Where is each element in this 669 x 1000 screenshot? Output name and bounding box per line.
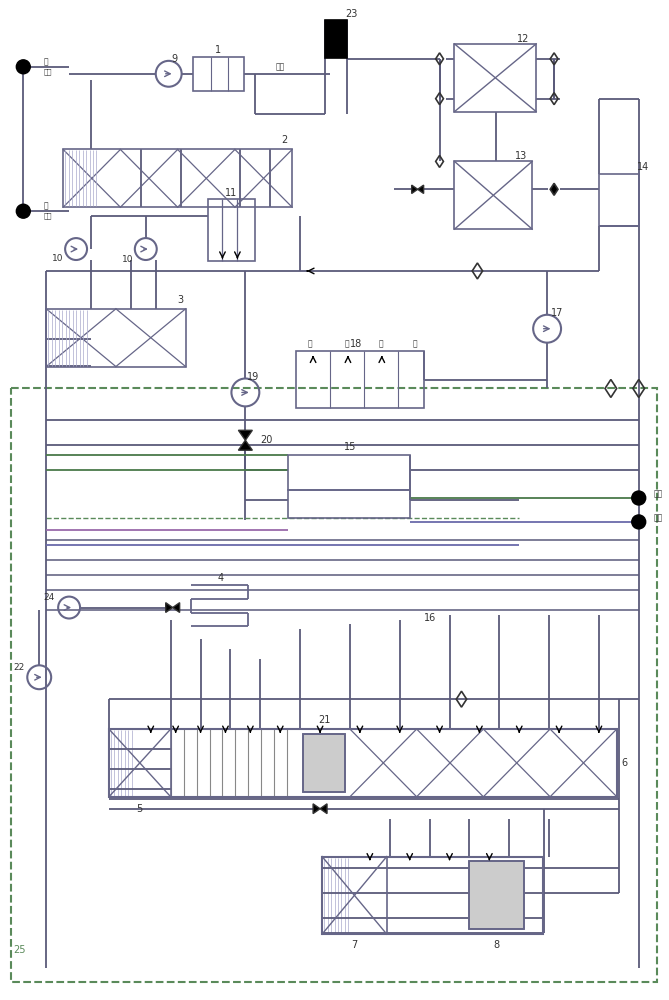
Text: 氩: 氩 <box>412 339 417 348</box>
Text: 19: 19 <box>248 372 260 382</box>
Text: 水: 水 <box>43 57 48 66</box>
Text: 11: 11 <box>225 188 237 198</box>
Bar <box>454 161 532 229</box>
Circle shape <box>632 491 646 505</box>
Circle shape <box>632 515 646 529</box>
Text: 12: 12 <box>517 34 529 44</box>
Bar <box>322 857 387 934</box>
Bar <box>109 729 617 797</box>
Bar <box>599 174 639 226</box>
Text: 22: 22 <box>13 663 24 672</box>
Text: 20: 20 <box>260 435 273 445</box>
Polygon shape <box>238 440 252 450</box>
Text: 24: 24 <box>43 593 54 602</box>
Bar <box>193 57 244 91</box>
Polygon shape <box>313 804 320 814</box>
Text: 25: 25 <box>13 945 25 955</box>
Bar <box>46 309 185 367</box>
Bar <box>303 734 345 792</box>
Text: 1: 1 <box>215 45 221 55</box>
Bar <box>288 490 409 518</box>
Bar <box>325 20 347 58</box>
Text: 9: 9 <box>172 54 178 64</box>
Text: 氧: 氧 <box>345 339 349 348</box>
Text: 13: 13 <box>515 151 527 161</box>
Bar <box>303 734 345 792</box>
Text: 4: 4 <box>217 573 223 583</box>
Text: 8: 8 <box>493 940 499 950</box>
Text: 21: 21 <box>318 715 330 725</box>
Text: 10: 10 <box>122 255 134 264</box>
Bar <box>470 861 524 929</box>
Text: 氮: 氮 <box>379 339 383 348</box>
Bar <box>322 857 543 934</box>
Bar <box>63 149 292 207</box>
Polygon shape <box>173 603 180 612</box>
Bar <box>470 861 524 929</box>
Text: 入水: 入水 <box>276 62 285 71</box>
Text: 水: 水 <box>308 339 312 348</box>
Bar <box>109 729 171 797</box>
Text: 17: 17 <box>551 308 563 318</box>
Text: 氮气: 氮气 <box>654 490 663 499</box>
Text: 冷凝: 冷凝 <box>43 68 52 75</box>
Bar <box>207 199 256 261</box>
Text: 氧气: 氧气 <box>654 513 663 522</box>
Text: 23: 23 <box>346 9 358 19</box>
Text: 2: 2 <box>281 135 287 145</box>
Text: 7: 7 <box>351 940 357 950</box>
Text: 6: 6 <box>622 758 628 768</box>
Text: 15: 15 <box>344 442 356 452</box>
Text: 5: 5 <box>136 804 142 814</box>
Bar <box>11 388 657 982</box>
Bar <box>296 351 423 408</box>
Polygon shape <box>550 183 558 195</box>
Polygon shape <box>417 185 423 193</box>
Polygon shape <box>411 185 417 193</box>
Text: 16: 16 <box>423 613 436 623</box>
Polygon shape <box>320 804 327 814</box>
Text: 14: 14 <box>637 162 649 172</box>
Text: 18: 18 <box>350 339 362 349</box>
Text: 冷凝: 冷凝 <box>43 213 52 219</box>
Circle shape <box>16 204 30 218</box>
Bar <box>288 455 409 490</box>
Bar <box>454 44 536 112</box>
Circle shape <box>16 60 30 74</box>
Text: 10: 10 <box>52 254 63 263</box>
Text: 3: 3 <box>177 295 184 305</box>
Polygon shape <box>166 603 173 612</box>
Text: 水: 水 <box>43 202 48 211</box>
Polygon shape <box>238 430 252 440</box>
